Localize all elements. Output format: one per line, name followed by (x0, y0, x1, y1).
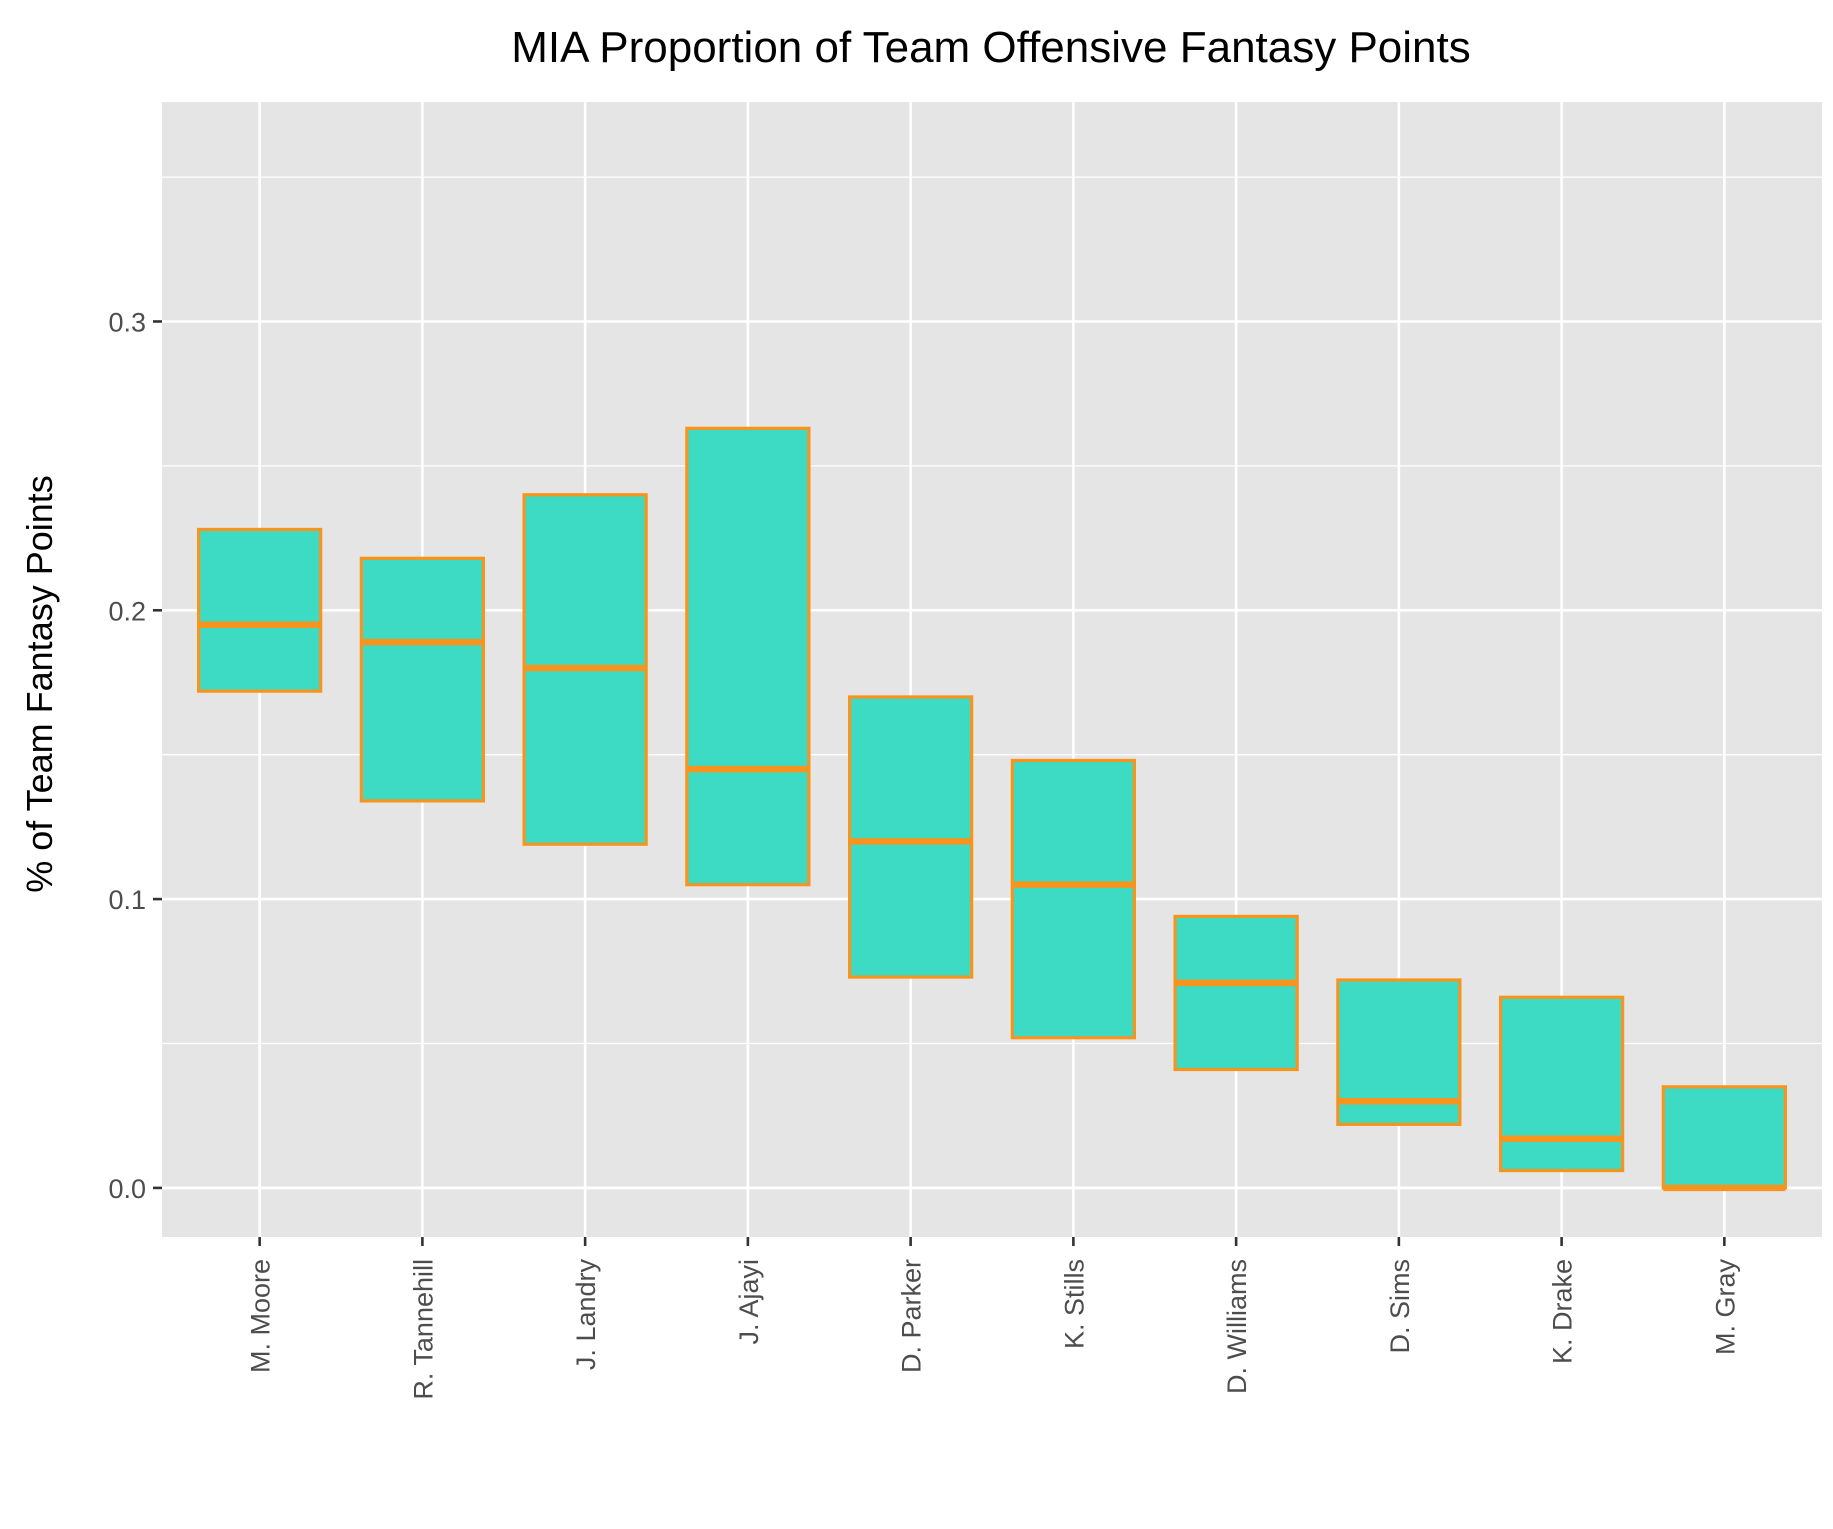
box-7 (1173, 914, 1299, 1072)
box-body (1010, 758, 1137, 1040)
box-2 (359, 556, 486, 803)
box-4 (685, 426, 811, 887)
box-6 (1010, 758, 1137, 1040)
x-tick-label: J. Landry (571, 1259, 601, 1371)
box-9 (1498, 995, 1625, 1173)
chart-title: MIA Proportion of Team Offensive Fantasy… (511, 23, 1471, 72)
box-body (1173, 914, 1299, 1072)
box-10 (1661, 1085, 1787, 1192)
box-body (359, 556, 486, 803)
box-1 (197, 527, 323, 693)
y-axis-label: % of Team Fantasy Points (19, 475, 60, 893)
x-tick-label: M. Moore (246, 1259, 276, 1373)
y-tick-label: 0.3 (108, 307, 146, 337)
y-tick-label: 0.2 (108, 596, 146, 626)
x-tick-label: D. Parker (897, 1259, 927, 1373)
box-body (847, 695, 974, 979)
x-tick-label: K. Drake (1548, 1259, 1578, 1364)
box-3 (522, 493, 648, 846)
x-tick-label: M. Gray (1710, 1259, 1740, 1356)
box-body (1661, 1085, 1787, 1190)
x-tick-label: K. Stills (1059, 1259, 1089, 1349)
y-tick-label: 0.0 (108, 1174, 146, 1204)
x-tick-label: D. Sims (1385, 1259, 1415, 1354)
box-body (1498, 995, 1625, 1173)
y-axis: 0.0 0.1 0.2 0.3 (108, 307, 162, 1204)
x-tick-label: J. Ajayi (734, 1259, 764, 1345)
x-tick-label: D. Williams (1222, 1259, 1252, 1394)
box-8 (1336, 978, 1462, 1126)
box-body (197, 527, 323, 693)
x-tick-label: R. Tannehill (408, 1259, 438, 1400)
x-axis: M. Moore R. Tannehill J. Landry J. Ajayi D. … (246, 1237, 1740, 1400)
y-tick-label: 0.1 (108, 885, 146, 915)
boxes (197, 426, 1787, 1192)
box-5 (847, 695, 974, 979)
box-body (685, 426, 811, 887)
